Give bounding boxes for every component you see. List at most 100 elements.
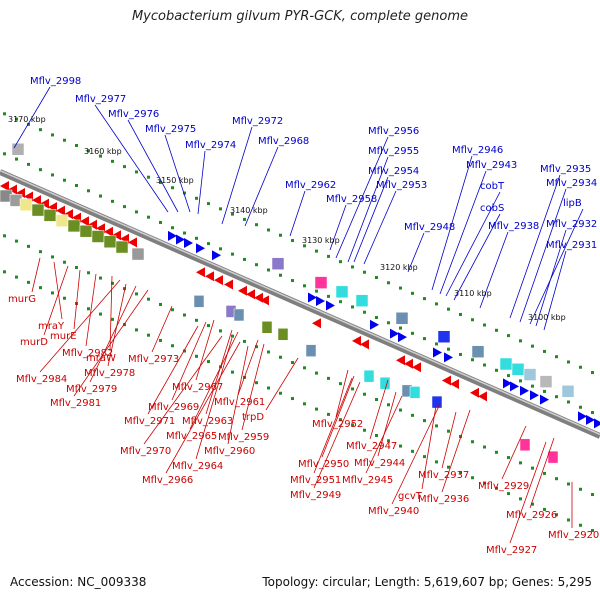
forward-gene <box>176 234 185 245</box>
dot-track-inner-bottom <box>195 318 198 322</box>
dot-track-outer-bottom <box>195 354 198 358</box>
scale-label: 3110 kbp <box>454 289 492 298</box>
dot-track-inner-top <box>495 368 498 372</box>
gene-label-bottom: Mflv_2949 <box>290 490 341 501</box>
dot-track-outer-top <box>231 212 234 216</box>
dot-track-inner-bottom <box>111 281 114 285</box>
gene-label-top: Mflv_2954 <box>368 166 419 177</box>
gene-label-top: Mflv_2931 <box>546 240 597 251</box>
dot-track-inner-top <box>111 199 114 203</box>
gene-label-top: Mflv_2932 <box>546 219 597 230</box>
leader-line <box>195 337 233 460</box>
forward-gene <box>184 237 193 248</box>
dot-track-inner-bottom <box>399 408 402 412</box>
reverse-gene <box>238 285 247 296</box>
gene-block <box>547 450 559 464</box>
forward-gene <box>168 230 177 241</box>
forward-gene <box>578 411 587 422</box>
dot-track-outer-top <box>399 286 402 290</box>
forward-gene <box>586 414 595 425</box>
dot-track-inner-top <box>39 168 42 172</box>
dot-track-outer-top <box>111 159 114 163</box>
dot-track-outer-top <box>351 265 354 269</box>
dot-track-outer-bottom <box>495 486 498 490</box>
leader-line <box>421 405 437 490</box>
dot-track-outer-top <box>471 318 474 322</box>
dot-track-inner-top <box>279 273 282 277</box>
leader-line <box>165 341 241 474</box>
reverse-gene <box>16 188 25 199</box>
dot-track-inner-top <box>339 300 342 304</box>
gene-label-top: Mflv_2938 <box>488 221 539 232</box>
dot-track-outer-top <box>99 154 102 158</box>
dot-track-inner-top <box>147 215 150 219</box>
dot-track-inner-bottom <box>159 302 162 306</box>
dot-track-outer-bottom <box>543 507 546 511</box>
gene-label-bottom: Mflv_2940 <box>368 506 419 517</box>
dot-track-inner-top <box>471 358 474 362</box>
dot-track-outer-bottom <box>135 328 138 332</box>
dot-track-inner-top <box>327 294 330 298</box>
leader-line <box>347 156 389 263</box>
leader-line <box>441 411 457 469</box>
dot-track-inner-top <box>543 389 546 393</box>
dot-track-inner-top <box>207 242 210 246</box>
dot-track-inner-top <box>255 263 258 267</box>
dot-track-inner-bottom <box>375 398 378 401</box>
dot-track-inner-bottom <box>459 434 462 438</box>
dot-track-outer-top <box>459 312 462 316</box>
leader-line <box>407 232 425 273</box>
dot-track-inner-bottom <box>243 339 246 343</box>
scale-label: 3150 kbp <box>156 176 194 185</box>
gene-label-bottom: Mflv_2964 <box>172 461 223 472</box>
genome-title: Mycobacterium gilvum PYR-GCK, complete g… <box>131 9 469 24</box>
reverse-gene <box>396 355 405 366</box>
dot-track-outer-bottom <box>567 518 570 522</box>
reverse-gene <box>470 387 479 398</box>
reverse-gene <box>64 209 73 220</box>
dot-track-inner-bottom <box>507 456 510 460</box>
dot-track-outer-top <box>387 281 390 285</box>
reverse-gene <box>88 219 97 230</box>
leader-line <box>127 119 179 213</box>
gene-label-top: Mflv_2958 <box>326 194 377 205</box>
scale-label: 3120 kbp <box>380 263 418 272</box>
leader-line <box>453 213 501 301</box>
gene-label-bottom: Mflv_2963 <box>182 416 233 427</box>
cog-block <box>55 214 69 227</box>
dot-track-outer-top <box>243 217 246 221</box>
leader-line <box>335 136 389 259</box>
forward-gene <box>540 394 549 405</box>
gene-tracks <box>0 143 600 464</box>
leader-line <box>109 275 113 352</box>
dot-track-outer-bottom <box>111 317 114 321</box>
gene-label-top: Mflv_2955 <box>368 146 419 157</box>
dot-track-outer-bottom <box>327 412 330 416</box>
gene-label-top: Mflv_2976 <box>108 109 159 120</box>
dot-track-inner-top <box>195 236 198 240</box>
dot-track-outer-top <box>507 334 510 338</box>
gene-label-top: Mflv_2946 <box>452 145 503 156</box>
dot-track-outer-bottom <box>375 434 378 437</box>
dot-track-outer-top <box>267 228 270 232</box>
dot-track-outer-top <box>303 244 306 248</box>
dot-track-inner-top <box>75 184 78 187</box>
leader-line <box>237 339 259 396</box>
gene-block <box>511 363 525 376</box>
gene-block <box>379 376 391 390</box>
gene-label-bottom: Mflv_2969 <box>148 402 199 413</box>
dot-track-outer-top <box>135 170 138 174</box>
gene-label-bottom: Mflv_2966 <box>142 475 193 486</box>
dot-track-inner-top <box>531 384 534 388</box>
gene-label-bottom: Mflv_2951 <box>290 475 341 486</box>
forward-gene <box>196 243 205 254</box>
dot-track-inner-bottom <box>363 392 366 396</box>
dot-track-outer-top <box>183 191 186 195</box>
leader-line <box>43 265 69 336</box>
leader-line <box>73 269 81 330</box>
dot-track-inner-top <box>231 252 234 256</box>
dot-track-outer-top <box>411 291 414 295</box>
dot-track-outer-bottom <box>267 386 270 390</box>
dot-track-inner-top <box>291 279 294 283</box>
